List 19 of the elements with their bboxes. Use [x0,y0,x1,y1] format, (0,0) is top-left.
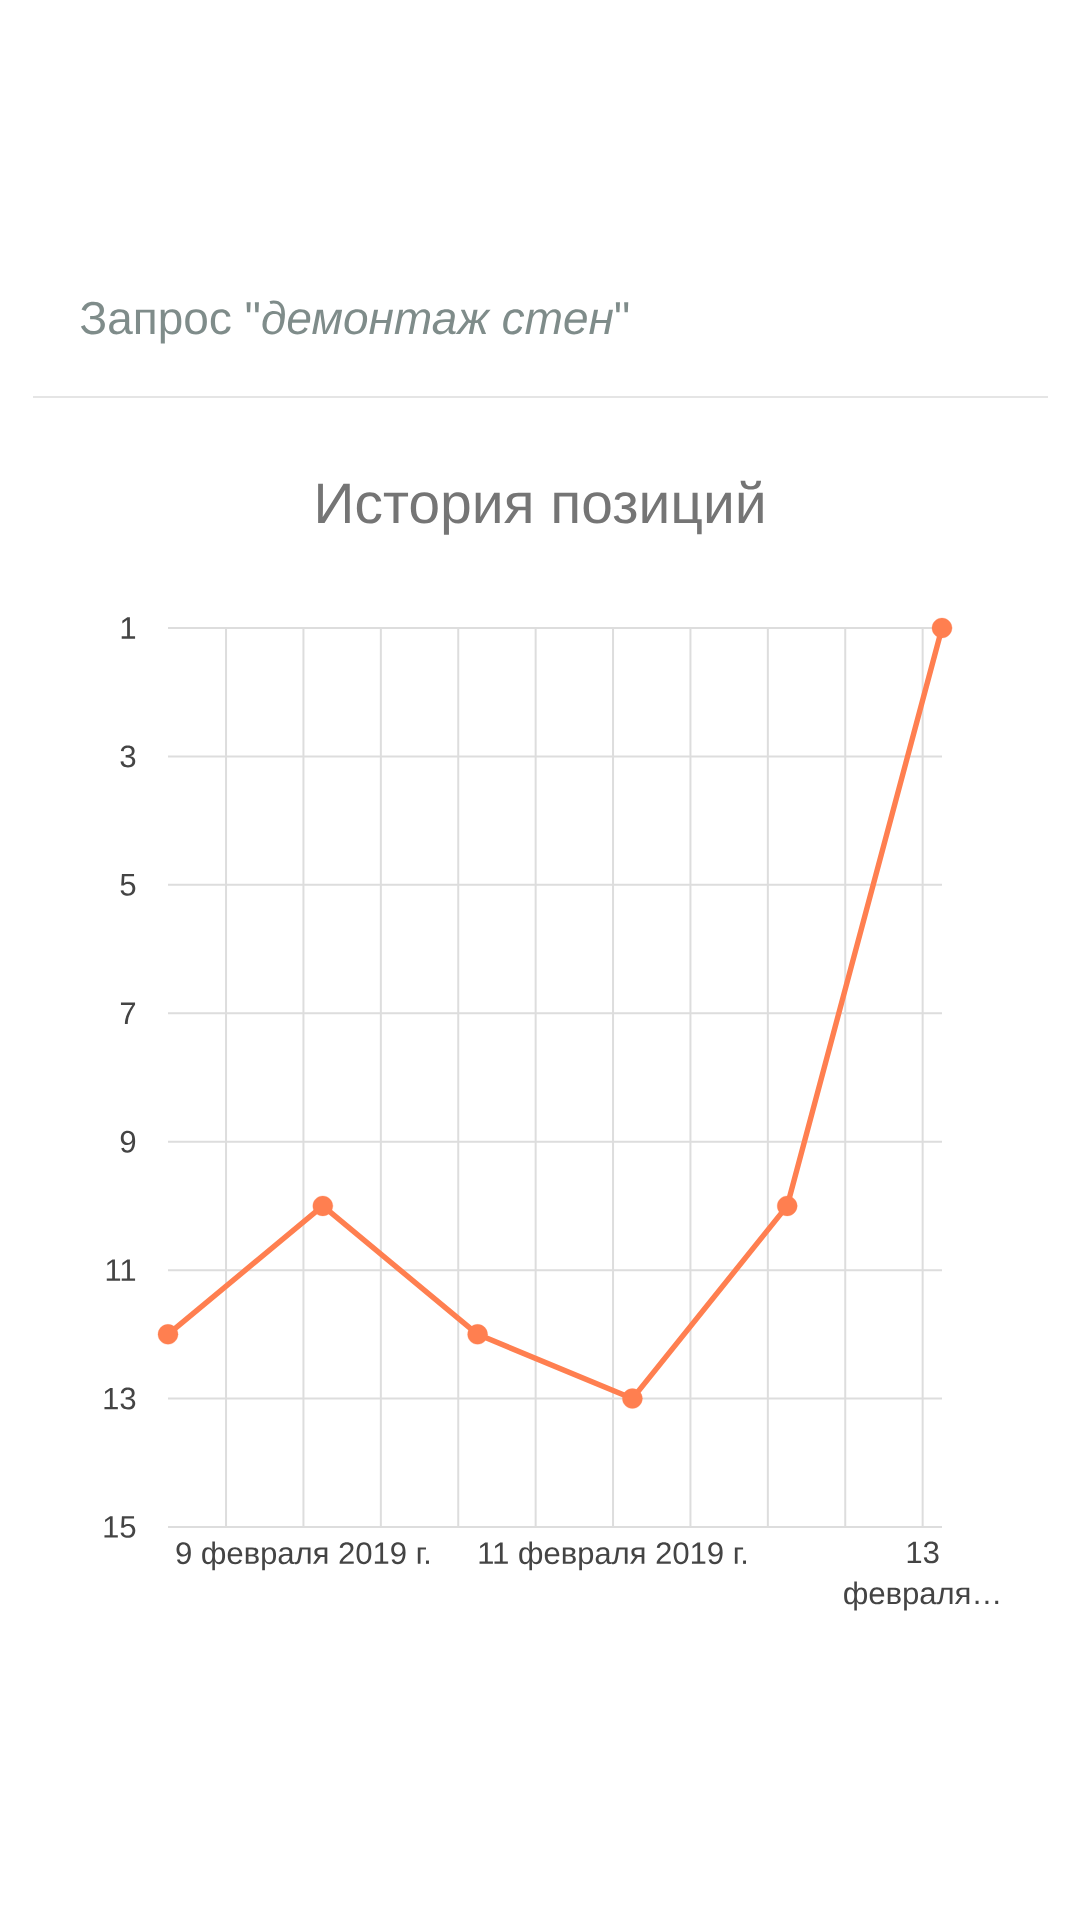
y-tick-label: 9 [120,1130,136,1153]
point [931,617,953,639]
x-tick-label: 11 февраля 2019 г. [479,1541,747,1571]
point [777,1195,798,1217]
x-tick-label: 9 февраля 2019 г. [176,1541,429,1571]
y-tick-label: 1 [121,617,136,639]
x-tick-label: 13 февраля… [844,1541,999,1611]
point [467,1324,488,1345]
y-tick-label: 5 [120,874,136,896]
y-tick-label: 13 [104,1387,136,1410]
y-tick-label: 15 [104,1516,136,1538]
y-tick-label: 11 [106,1259,136,1281]
point [622,1388,643,1409]
chart-title: История позиций [318,480,763,535]
y-tick-label: 7 [120,1002,136,1024]
y-tick-label: 3 [120,745,136,768]
chart-subtitle: Запрос "демонтаж стен" [80,300,629,344]
point [157,1324,179,1345]
point [312,1195,333,1217]
